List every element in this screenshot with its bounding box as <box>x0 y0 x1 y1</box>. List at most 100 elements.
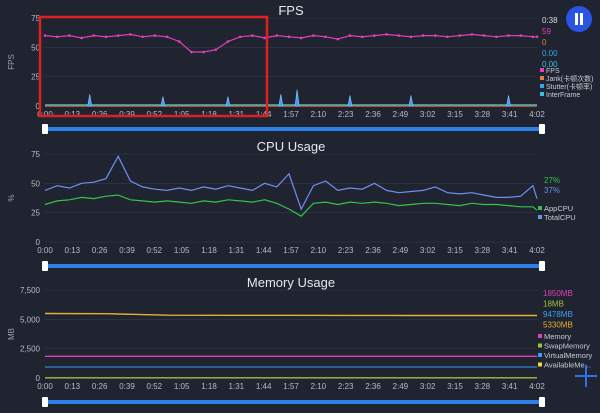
stutter-spike <box>347 95 353 107</box>
add-icon[interactable] <box>575 365 597 387</box>
data-point <box>385 33 388 36</box>
scroll-handle-right <box>539 124 545 134</box>
pause-button[interactable] <box>566 6 592 32</box>
legend-label: TotalCPU <box>544 213 576 222</box>
x-tick-label: 1:31 <box>229 246 245 255</box>
data-point <box>397 34 401 37</box>
x-tick-label: 4:02 <box>529 246 545 255</box>
legend-label: SwapMemory <box>544 342 590 351</box>
data-point <box>202 50 205 54</box>
cpu-panel: CPU Usage% 0 25 50 75 0:00 0:13 0:26 0:39 0:52 1:0… <box>7 139 576 271</box>
x-tick-label: 2:23 <box>338 110 354 119</box>
value-readout: 59 <box>542 27 551 36</box>
data-point <box>129 33 132 36</box>
x-tick-label: 1:05 <box>174 246 190 255</box>
y-tick-label: 75 <box>31 14 40 23</box>
stutter-spike <box>278 94 284 107</box>
x-tick-label: 1:44 <box>256 246 272 255</box>
x-tick-label: 2:10 <box>311 246 327 255</box>
data-point <box>336 37 340 41</box>
data-point <box>312 34 315 37</box>
data-point <box>373 34 376 37</box>
highlight-box <box>38 15 269 118</box>
series-line-0 <box>44 33 537 53</box>
stutter-spike <box>87 94 93 107</box>
x-tick-label: 1:57 <box>283 110 299 119</box>
data-point <box>238 35 242 39</box>
x-tick-label: 3:28 <box>475 382 491 391</box>
y-tick-label: 0 <box>36 102 41 111</box>
x-tick-label: 2:23 <box>338 382 354 391</box>
y-axis-label: MB <box>7 328 16 340</box>
value-readout: 0.00 <box>542 49 558 58</box>
x-tick-label: 1:31 <box>229 110 245 119</box>
y-axis-label: FPS <box>7 54 16 70</box>
data-point <box>251 34 254 37</box>
data-point <box>263 36 266 40</box>
value-readout: 27% <box>544 176 560 185</box>
stutter-spike <box>408 95 414 107</box>
data-point <box>507 34 510 37</box>
data-point <box>324 35 327 39</box>
x-tick-label: 1:44 <box>256 382 272 391</box>
series-line-2 <box>44 312 537 317</box>
y-tick-label: 25 <box>31 209 40 218</box>
x-tick-label: 2:23 <box>338 246 354 255</box>
value-readout: 0:38 <box>542 16 558 25</box>
legend-label: AvailableMe... <box>544 361 591 370</box>
stutter-spike <box>506 95 511 107</box>
legend-label: Stutter(卡顿率) <box>546 82 592 91</box>
series-line-1 <box>44 155 538 211</box>
x-tick-label: 0:13 <box>65 246 81 255</box>
x-tick-label: 1:05 <box>174 110 190 119</box>
y-tick-label: 5,000 <box>20 315 41 324</box>
x-tick-label: 1:18 <box>201 246 217 255</box>
value-readout: 18MB <box>543 300 564 309</box>
data-point <box>43 34 47 37</box>
x-tick-label: 0:00 <box>37 110 53 119</box>
time-scrollbar <box>45 127 542 131</box>
x-tick-label: 0:39 <box>119 246 135 255</box>
x-tick-label: 3:15 <box>447 110 463 119</box>
data-point <box>535 35 539 39</box>
data-point <box>348 34 352 37</box>
x-tick-label: 0:00 <box>37 382 53 391</box>
data-point <box>92 34 96 37</box>
data-point <box>482 34 486 37</box>
value-readout: 37% <box>544 186 560 195</box>
x-tick-label: 2:36 <box>365 110 381 119</box>
x-tick-label: 3:02 <box>420 246 436 255</box>
legend-swatch <box>538 343 542 348</box>
chart-title: CPU Usage <box>257 139 326 154</box>
data-point <box>519 34 523 37</box>
legend-swatch <box>540 92 544 96</box>
x-tick-label: 1:18 <box>201 382 217 391</box>
data-point <box>470 33 474 36</box>
legend-swatch <box>540 76 544 80</box>
y-axis-label: % <box>7 194 16 201</box>
data-point <box>495 35 498 39</box>
x-tick-label: 0:52 <box>147 382 163 391</box>
x-tick-label: 1:31 <box>229 382 245 391</box>
x-tick-label: 1:44 <box>256 110 272 119</box>
legend-label: AppCPU <box>544 204 573 213</box>
data-point <box>434 34 437 37</box>
data-point <box>177 40 181 43</box>
x-tick-label: 2:10 <box>311 382 327 391</box>
data-point <box>214 48 218 51</box>
x-tick-label: 3:28 <box>475 110 491 119</box>
x-tick-label: 3:41 <box>502 382 518 391</box>
legend-swatch <box>538 206 542 210</box>
legend-label: InterFrame <box>546 92 580 99</box>
y-tick-label: 7,500 <box>20 286 41 295</box>
x-tick-label: 0:13 <box>65 382 81 391</box>
y-tick-label: 25 <box>31 73 40 82</box>
x-tick-label: 2:36 <box>365 246 381 255</box>
data-point <box>68 34 71 37</box>
x-tick-label: 0:39 <box>119 110 135 119</box>
x-tick-label: 2:49 <box>393 382 409 391</box>
x-tick-label: 1:05 <box>174 382 190 391</box>
scroll-handle-left <box>42 397 48 407</box>
stutter-spike <box>160 96 166 107</box>
data-point <box>299 36 303 40</box>
